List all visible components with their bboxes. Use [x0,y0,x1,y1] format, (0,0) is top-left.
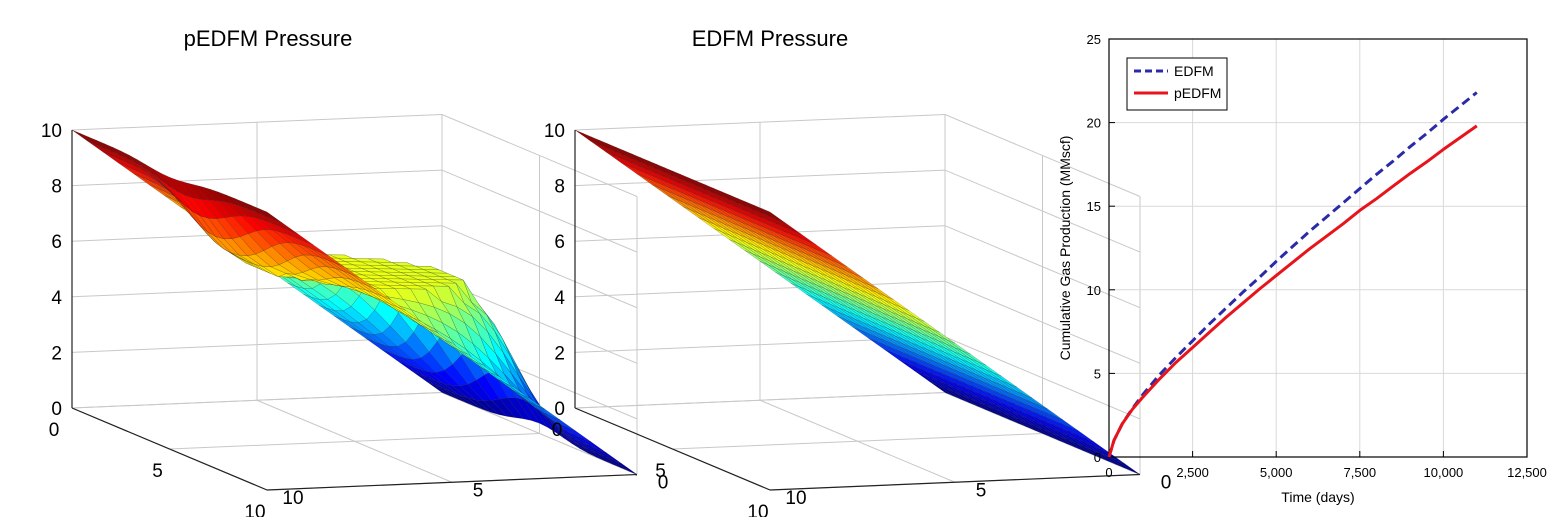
z-tick-label: 4 [554,288,565,309]
surface-patch [613,459,638,475]
surface-patch [80,133,104,148]
y-tick-label: 10 [785,488,806,509]
y-tick-label: 5 [976,480,987,501]
y-axis-line [266,473,638,491]
y-tick-label: 5 [1094,366,1101,381]
legend-box [1126,57,1228,111]
y-tick-label: 0 [1094,450,1101,465]
plot-frame [1108,38,1528,458]
legend: EDFM pEDFM [1126,57,1228,111]
axes-3d [71,113,638,491]
x-tick-label: 7,500 [1344,465,1377,480]
y-tick-label: 5 [473,480,484,501]
surface-patch [1116,459,1141,475]
surface-patch [761,208,786,224]
pressure-surface [71,129,638,475]
chart-title: pEDFM Pressure [184,26,353,51]
z-tick-label: 10 [544,121,565,142]
z-tick-label: 4 [51,288,62,309]
y-tick-label: 10 [282,488,303,509]
x-tick-label: 0 [1105,465,1112,480]
surface-patch [583,133,607,148]
y-axis-label: Cumulative Gas Production (MMscf) [1057,136,1073,361]
surface-patch [258,208,283,224]
z-tick-label: 10 [41,121,62,142]
y-tick-label: 15 [1087,199,1101,214]
y-tick-label: 0 [658,473,669,494]
series-line-pedfm [1107,124,1478,458]
gridline [574,336,1141,420]
z-tick-label: 8 [554,177,565,198]
tick-labels: 0 5 10 15 20 25 0 2,500 5,000 7,500 10,000 12,500 [1087,32,1547,480]
x-axis-line [71,407,268,491]
z-tick-label: 0 [554,399,565,420]
pressure-surface [574,129,1141,475]
gridline [759,399,956,483]
y-tick-label: 25 [1087,32,1101,47]
y-tick-label: 20 [1087,116,1101,131]
z-tick-label: 8 [51,177,62,198]
x-tick-label: 12,500 [1507,465,1547,480]
series-line-edfm [1107,91,1478,458]
z-tick-label: 2 [51,343,62,364]
x-tick-label: 5 [655,461,666,482]
x-tick-label: 5 [152,461,163,482]
surface-patch [71,129,96,145]
x-axis-label: Time (days) [1281,489,1354,505]
z-tick-label: 6 [554,232,565,253]
z-tick-label: 2 [554,343,565,364]
gridline [71,336,638,420]
x-tick-label: 0 [49,420,60,441]
chart-title: EDFM Pressure [692,26,848,51]
x-tick-label: 5,000 [1260,465,1293,480]
legend-label-edfm: EDFM [1174,63,1214,79]
gridline [256,399,453,483]
x-tick-label: 10 [747,502,768,517]
y-axis-line [769,473,1141,491]
x-tick-label: 10 [244,502,265,517]
z-tick-label: 6 [51,232,62,253]
x-tick-label: 2,500 [1176,465,1209,480]
x-tick-label: 0 [552,420,563,441]
series [1107,91,1478,458]
x-axis-line [574,407,771,491]
surface-patch [574,129,599,145]
y-tick-label: 0 [1161,473,1172,494]
y-tick-label: 10 [1087,283,1101,298]
legend-label-pedfm: pEDFM [1174,85,1221,101]
x-tick-label: 10,000 [1424,465,1464,480]
gas-production-chart: 0 5 10 15 20 25 0 2,500 5,000 7,500 10,000 12,500 T… [1057,32,1547,505]
z-tick-label: 0 [51,399,62,420]
surface-patch [605,456,629,472]
